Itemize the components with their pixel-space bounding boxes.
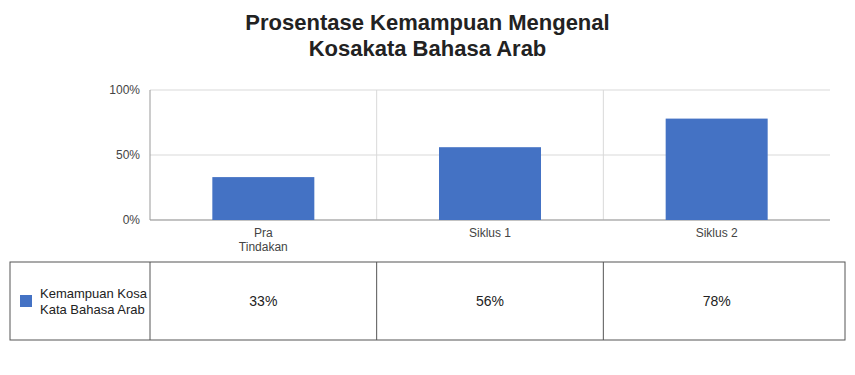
table-divider [150,262,151,340]
table-divider [376,262,377,340]
x-tick-label: PraTindakan [239,226,288,254]
category-separator [603,90,604,220]
chart-container: Prosentase Kemampuan MengenalKosakata Ba… [0,0,855,375]
bar [439,147,541,220]
legend-swatch [20,295,32,307]
bars [212,119,767,220]
y-tick-label: 0% [123,213,141,227]
legend-label: Kemampuan KosaKata Bahasa Arab [40,286,148,317]
y-tick-label: 100% [109,83,140,97]
title: Prosentase Kemampuan MengenalKosakata Ba… [245,10,609,61]
grid-line [150,90,830,91]
y-axis [150,90,151,220]
x-tick-label: Siklus 1 [469,226,511,240]
y-tick-label: 50% [116,148,140,162]
table-border [10,262,845,340]
table-divider [603,262,604,340]
x-tick-label: Siklus 2 [696,226,738,240]
data-label: 56% [476,293,504,309]
bar [212,177,314,220]
category-separator [376,90,377,220]
data-label: 78% [703,293,731,309]
grid [150,90,830,220]
chart: Prosentase Kemampuan MengenalKosakata Ba… [0,0,855,375]
bar [666,119,768,220]
data-table: Kemampuan KosaKata Bahasa Arab 33% 56% 78% [10,262,845,340]
data-label: 33% [249,293,277,309]
